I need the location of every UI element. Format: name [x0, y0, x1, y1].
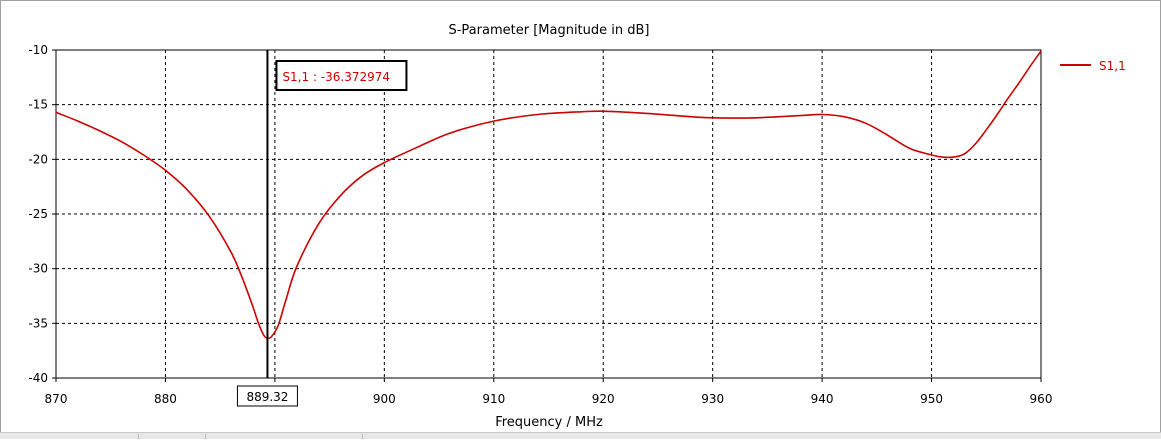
marker-readout-text: S1,1 : -36.372974	[282, 70, 390, 84]
marker-layer[interactable]: S1,1 : -36.372974 889.32	[236, 50, 408, 407]
marker-readout-box	[275, 60, 408, 91]
chart-title: S-Parameter [Magnitude in dB]	[448, 23, 649, 38]
marker-x-label-box	[236, 385, 298, 407]
y-axis-ticks: -10 -15 -20 -25 -30 -35 -40	[28, 43, 56, 385]
marker-x-label: 889.32	[246, 390, 288, 404]
x-tick-label: 920	[592, 392, 615, 406]
y-tick-label: -40	[28, 371, 48, 385]
grid	[56, 50, 1041, 378]
y-tick-label: -30	[28, 262, 48, 276]
legend-label: S1,1	[1099, 59, 1126, 73]
series-layer	[55, 50, 1042, 340]
x-tick-label: 870	[45, 392, 68, 406]
legend: S1,1	[1060, 59, 1126, 73]
x-axis-label: Frequency / MHz	[495, 415, 603, 430]
y-tick-label: -15	[28, 98, 48, 112]
x-tick-label: 930	[701, 392, 724, 406]
x-tick-label: 940	[811, 392, 834, 406]
x-tick-label: 910	[482, 392, 505, 406]
y-tick-label: -10	[28, 43, 48, 57]
y-tick-label: -20	[28, 152, 48, 166]
y-tick-label: -25	[28, 207, 48, 221]
x-tick-label: 900	[373, 392, 396, 406]
x-tick-label: 880	[154, 392, 177, 406]
x-tick-label: 960	[1030, 392, 1053, 406]
x-tick-label: 950	[920, 392, 943, 406]
bottom-scroll-strip	[0, 432, 1161, 439]
series-line-s11	[55, 50, 1042, 340]
x-axis-ticks: 870880890900910920930940950960	[45, 378, 1053, 406]
y-tick-label: -35	[28, 316, 48, 330]
